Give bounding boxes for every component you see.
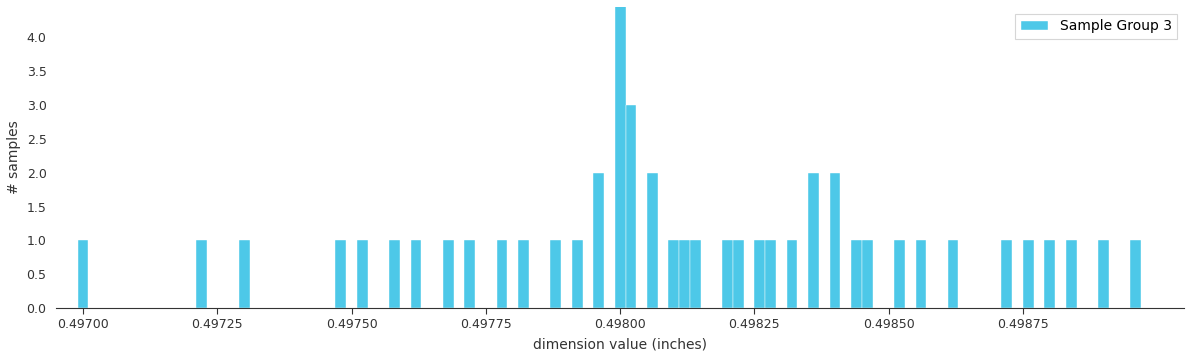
- Legend: Sample Group 3: Sample Group 3: [1015, 14, 1177, 39]
- Bar: [647, 173, 657, 308]
- Bar: [336, 241, 347, 308]
- Bar: [668, 241, 679, 308]
- Bar: [464, 241, 475, 308]
- Bar: [765, 241, 775, 308]
- Bar: [1130, 241, 1141, 308]
- Bar: [550, 241, 561, 308]
- Bar: [948, 241, 959, 308]
- Bar: [411, 241, 422, 308]
- Bar: [786, 241, 797, 308]
- Bar: [754, 241, 765, 308]
- Bar: [1098, 241, 1109, 308]
- X-axis label: dimension value (inches): dimension value (inches): [534, 337, 707, 351]
- Bar: [625, 105, 636, 308]
- Bar: [518, 241, 529, 308]
- Bar: [389, 241, 400, 308]
- Bar: [1002, 241, 1012, 308]
- Bar: [722, 241, 732, 308]
- Bar: [894, 241, 905, 308]
- Bar: [357, 241, 368, 308]
- Bar: [809, 173, 819, 308]
- Bar: [615, 0, 625, 308]
- Bar: [195, 241, 206, 308]
- Bar: [679, 241, 690, 308]
- Bar: [732, 241, 743, 308]
- Bar: [1066, 241, 1077, 308]
- Y-axis label: # samples: # samples: [7, 121, 21, 194]
- Bar: [572, 241, 582, 308]
- Bar: [497, 241, 507, 308]
- Bar: [1023, 241, 1034, 308]
- Bar: [443, 241, 454, 308]
- Bar: [690, 241, 700, 308]
- Bar: [593, 173, 604, 308]
- Bar: [77, 241, 88, 308]
- Bar: [830, 173, 841, 308]
- Bar: [862, 241, 873, 308]
- Bar: [916, 241, 927, 308]
- Bar: [1045, 241, 1055, 308]
- Bar: [852, 241, 862, 308]
- Bar: [239, 241, 250, 308]
